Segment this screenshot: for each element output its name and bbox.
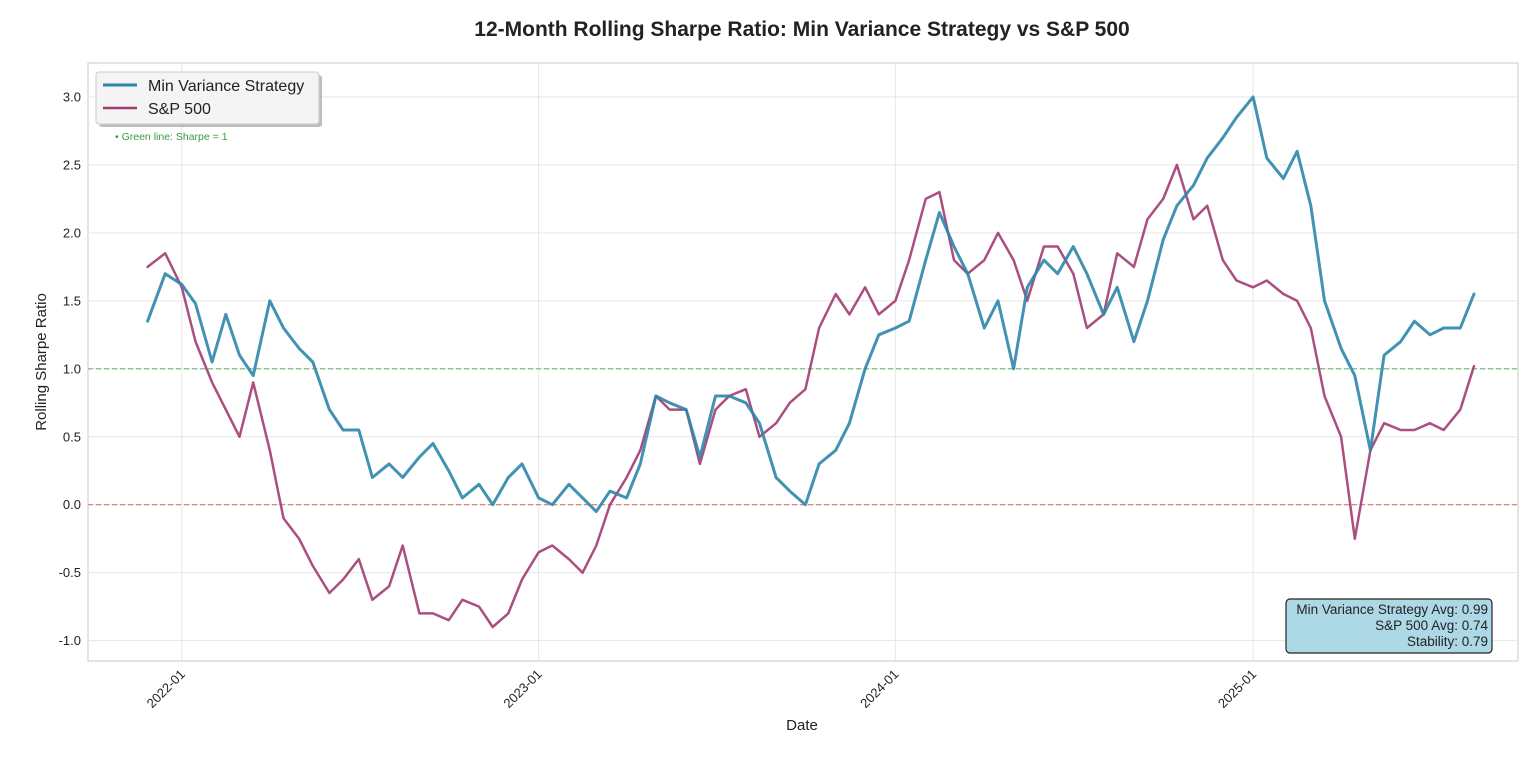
chart-title: 12-Month Rolling Sharpe Ratio: Min Varia… (474, 18, 1129, 41)
series-lines (146, 95, 1476, 629)
x-axis-label: Date (786, 717, 818, 734)
y-tick-label: -0.5 (59, 565, 81, 580)
stats-box: Min Variance Strategy Avg: 0.99 S&P 500 … (1285, 598, 1493, 654)
legend-box (95, 71, 320, 125)
reference-lines (88, 368, 1518, 506)
y-tick-label: -1.0 (59, 633, 81, 648)
legend-label-min-variance: Min Variance Strategy (148, 78, 304, 95)
stats-line-sp500-avg: S&P 500 Avg: 0.74 (1375, 618, 1488, 633)
y-tick-label: 1.5 (63, 293, 81, 308)
y-axis-label: Rolling Sharpe Ratio (33, 293, 50, 431)
y-tick-label: 0.5 (63, 429, 81, 444)
green-line-note: • Green line: Sharpe = 1 (115, 131, 228, 143)
plot-area (87, 62, 1519, 662)
x-axis-ticks: 2022-01 2023-01 2024-01 2025-01 (144, 667, 1260, 711)
stats-line-min-variance-avg: Min Variance Strategy Avg: 0.99 (1296, 602, 1488, 617)
y-tick-label: 1.0 (63, 361, 81, 376)
legend: Min Variance Strategy S&P 500 (95, 71, 322, 127)
y-tick-label: 2.0 (63, 225, 81, 240)
legend-label-sp500: S&P 500 (148, 101, 211, 118)
series-line-min-variance (146, 95, 1476, 513)
stats-line-stability: Stability: 0.79 (1407, 634, 1488, 649)
y-tick-label: 3.0 (63, 89, 81, 104)
stats-box-background (1285, 598, 1493, 654)
series-line-sp500 (146, 163, 1476, 629)
x-tick-label: 2024-01 (857, 667, 901, 711)
y-tick-label: 0.0 (63, 497, 81, 512)
x-tick-label: 2023-01 (500, 667, 544, 711)
x-tick-label: 2025-01 (1215, 667, 1259, 711)
y-tick-label: 2.5 (63, 157, 81, 172)
y-axis-ticks: -1.0 -0.5 0.0 0.5 1.0 1.5 2.0 2.5 3.0 (59, 89, 81, 648)
x-tick-label: 2022-01 (144, 667, 188, 711)
